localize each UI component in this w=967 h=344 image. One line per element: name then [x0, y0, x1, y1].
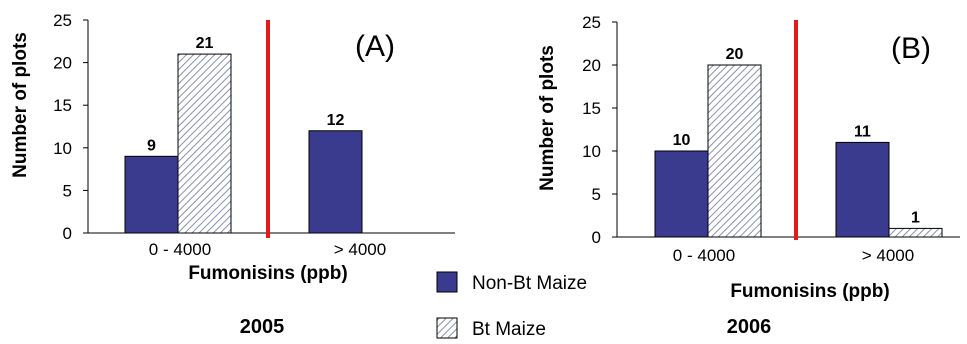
panel-a-bar-non-bt-2 [308, 130, 363, 234]
panel-a-y-tick-label-3: 15 [53, 96, 72, 115]
panel-a-year: 2005 [240, 316, 285, 338]
panel-a-data-label-non-bt-2: 12 [327, 112, 345, 129]
panel-b-label: (B) [891, 32, 931, 65]
panel-a-bar-non-bt-1 [124, 155, 179, 234]
panel-a-y-tick-label-0: 0 [63, 224, 72, 243]
legend-label-bt: Bt Maize [472, 319, 546, 340]
legend-label-non-bt: Non-Bt Maize [472, 273, 587, 294]
panel-a-category-1: 0 - 4000 [149, 240, 211, 259]
panel-b-bar-non-bt-1 [654, 150, 709, 238]
panel-a-bar-bt-1 [177, 53, 232, 234]
panel-a-data-label-bt-1: 21 [196, 35, 214, 52]
panel-b-y-tick-label-3: 15 [582, 99, 601, 118]
panel-a-y-axis-label: Number of plots [10, 32, 31, 178]
panel-a-y-tick-label-1: 5 [63, 181, 72, 200]
legend-swatch-non-bt [436, 271, 458, 293]
panel-b-y-tick-label-0: 0 [592, 228, 601, 247]
panel-a-label: (A) [355, 30, 395, 63]
panel-b-x-axis-label: Fumonisins (ppb) [730, 281, 889, 302]
panel-b-y-tick-label-5: 25 [582, 13, 601, 32]
panel-b-bar-bt-1 [707, 64, 762, 238]
panel-a-y-tick-label-5: 25 [53, 11, 72, 30]
panel-b-year: 2006 [727, 316, 772, 338]
panel-a-y-ticks: 0 5 10 15 20 25 [53, 11, 88, 243]
panel-a: 0 5 10 15 20 25 9 21 12 (A) 0 - 4000 > 4000 Fum… [10, 11, 455, 338]
panel-a-x-axis-label: Fumonisins (ppb) [188, 263, 347, 284]
panel-a-bars: 9 21 12 [124, 35, 363, 234]
panel-a-y-tick-label-4: 20 [53, 54, 72, 73]
panel-b-bar-bt-2 [888, 227, 943, 238]
panel-b-data-label-bt-2: 1 [911, 209, 920, 226]
panel-b-y-tick-label-1: 5 [592, 185, 601, 204]
panel-a-category-2: > 4000 [334, 240, 386, 259]
panel-b-bar-non-bt-2 [835, 141, 890, 238]
panel-b-category-1: 0 - 4000 [673, 246, 735, 265]
panel-b-y-tick-label-2: 10 [582, 142, 601, 161]
panel-a-y-tick-label-2: 10 [53, 139, 72, 158]
panel-a-data-label-non-bt-1: 9 [147, 137, 156, 154]
panel-b-y-ticks: 0 5 10 15 20 25 [582, 13, 617, 247]
panel-b-data-label-non-bt-1: 10 [673, 132, 691, 149]
legend-swatch-bt [436, 317, 458, 339]
panel-b-category-2: > 4000 [862, 246, 914, 265]
panel-b-data-label-non-bt-2: 11 [854, 123, 871, 140]
panel-b-y-tick-label-4: 20 [582, 56, 601, 75]
panel-b-y-axis-label: Number of plots [537, 45, 558, 191]
panel-b-data-label-bt-1: 20 [726, 46, 744, 63]
legend: Non-Bt Maize Bt Maize [436, 271, 587, 340]
